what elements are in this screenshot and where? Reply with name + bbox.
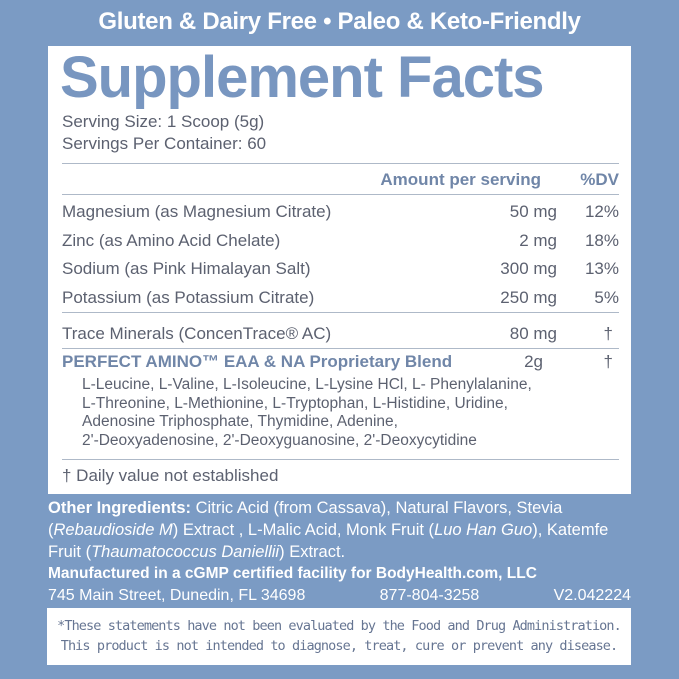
text: Luo Han Guo [434,521,533,539]
dv-header: %DV [580,170,619,189]
ingredient-line: L-Leucine, L-Valine, L-Isoleucine, L-Lys… [82,376,532,393]
disclaimer-line: *These statements have not been evaluate… [57,618,622,634]
other-ingredients: Other Ingredients: Citric Acid (from Cas… [48,497,638,563]
amount: 250 mg [500,287,557,307]
tagline: Gluten & Dairy Free • Paleo & Keto-Frien… [98,8,581,35]
text: ), Katemfe Fruit ( [48,521,609,561]
text: Rebaudioside M [53,521,173,539]
nutrient-row: Potassium (as Potassium Citrate) 250 mg 5% [62,288,619,310]
amount: 80 mg [509,324,557,343]
dv: † [603,324,613,343]
nutrient-name: Sodium (as Pink Himalayan Salt) [62,259,311,278]
blend-ingredients: L-Leucine, L-Valine, L-Isoleucine, L-Lys… [82,376,623,450]
nutrient-name: Potassium (as Potassium Citrate) [62,287,315,307]
nutrient-name: Zinc (as Amino Acid Chelate) [62,230,281,250]
amount: 2 mg [519,230,557,250]
amount-header: Amount per serving [380,170,541,189]
ingredient-line: L-Threonine, L-Methionine, L-Tryptophan,… [82,394,508,412]
manufacturer: Manufactured in a cGMP certified facilit… [48,565,537,582]
text: Thaumatococcus Daniellii [91,543,280,561]
amount: 50 mg [509,202,557,221]
serving-size: Serving Size: 1 Scoop (5g) [62,112,265,131]
footnote: † Daily value not established [62,466,279,485]
other-label: Other Ingredients: [48,499,192,517]
disclaimer-line: This product is not intended to diagnose… [60,638,618,654]
dv: 12% [584,202,619,221]
text: ) Extract. [279,543,346,561]
dv: † [603,352,613,371]
divider [62,194,619,195]
title: Supplement Facts [60,45,545,110]
text: Citric Acid (from Cassava), Natural Flav… [48,499,563,539]
ingredient-line: Adenosine Triphosphate, Thymidine, Adeni… [82,413,398,430]
trace-row: Trace Minerals (ConcenTrace® AC) 80 mg † [62,324,619,346]
dv: 13% [584,259,619,278]
nutrient-row: Zinc (as Amino Acid Chelate) 2 mg 18% [62,231,619,253]
fda-disclaimer: *These statements have not been evaluate… [47,608,631,665]
nutrient-name: Trace Minerals (ConcenTrace® AC) [62,324,332,343]
divider [62,348,619,349]
phone: 877-804-3258 [379,587,480,604]
dv: 5% [594,287,619,307]
nutrient-row: Sodium (as Pink Himalayan Salt) 300 mg 13% [62,259,619,281]
ingredient-line: 2'-Deoxyadenosine, 2'-Deoxyguanosine, 2'… [82,431,477,449]
nutrient-row: Magnesium (as Magnesium Citrate) 50 mg 12% [62,202,619,224]
version: V2.042224 [553,587,631,604]
supplement-facts-panel: Supplement Facts Serving Size: 1 Scoop (… [48,46,631,494]
divider [62,312,619,313]
amount: 2g [524,352,543,371]
contact-line: 745 Main Street, Dunedin, FL 34698 877-8… [48,587,631,605]
dv: 18% [584,230,619,250]
nutrient-name: Magnesium (as Magnesium Citrate) [62,202,332,221]
divider [62,459,619,460]
blend-name: PERFECT AMINO™ EAA & NA Proprietary Blen… [62,352,453,371]
servings-per-container: Servings Per Container: 60 [62,134,267,153]
header-row: Amount per serving %DV [62,170,619,192]
amount: 300 mg [500,259,557,278]
blend-row: PERFECT AMINO™ EAA & NA Proprietary Blen… [62,352,619,374]
address: 745 Main Street, Dunedin, FL 34698 [48,587,306,604]
text: ) Extract , L-Malic Acid, Monk Fruit ( [172,521,435,539]
divider [62,163,619,164]
